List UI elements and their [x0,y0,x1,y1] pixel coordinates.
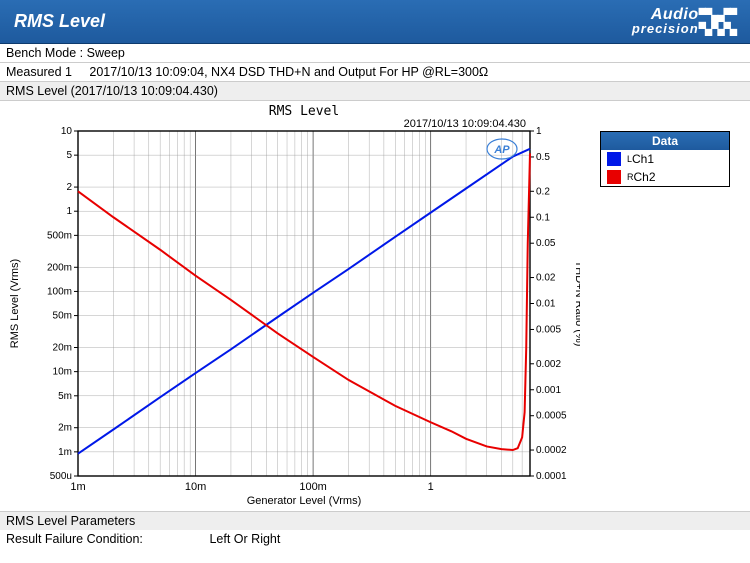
svg-text:5m: 5m [58,391,72,402]
svg-text:500u: 500u [50,471,72,482]
params-caption: RMS Level Parameters [0,511,750,530]
legend-item-ch2: R Ch2 [601,168,729,186]
failure-value: Left Or Right [209,532,280,546]
svg-text:RMS Level (Vrms): RMS Level (Vrms) [9,259,21,348]
svg-text:0.0001: 0.0001 [536,471,567,482]
header-bar: RMS Level Audio▀▀▄▄▀▀ precision▀▄▀▄▀▄ [0,0,750,44]
svg-text:1: 1 [536,126,542,137]
plot-area: 1m10m100m1500u1m2m5m10m20m50m100m200m500… [0,101,750,511]
svg-text:0.001: 0.001 [536,385,561,396]
measured-value: 2017/10/13 10:09:04, NX4 DSD THD+N and O… [89,65,488,79]
svg-text:10m: 10m [185,481,206,493]
svg-text:5: 5 [66,150,72,161]
legend-label-ch1: Ch1 [632,152,654,166]
svg-text:50m: 50m [53,311,72,322]
svg-text:2m: 2m [58,423,72,434]
svg-text:1: 1 [428,481,434,493]
page-title: RMS Level [14,11,105,32]
svg-text:2017/10/13 10:09:04.430: 2017/10/13 10:09:04.430 [404,118,526,130]
svg-text:1: 1 [66,206,72,217]
svg-text:THD+N Ratio (%): THD+N Ratio (%) [573,261,580,347]
legend-item-ch1: L Ch1 [601,150,729,168]
svg-text:0.02: 0.02 [536,273,556,284]
legend-swatch-ch2 [607,170,621,184]
chart-svg: 1m10m100m1500u1m2m5m10m20m50m100m200m500… [0,101,580,511]
svg-text:100m: 100m [299,481,327,493]
svg-text:0.005: 0.005 [536,325,561,336]
legend: Data L Ch1 R Ch2 [600,131,730,187]
measured-row: Measured 1 2017/10/13 10:09:04, NX4 DSD … [0,63,750,82]
bench-mode-row: Bench Mode : Sweep [0,44,750,63]
svg-text:1m: 1m [58,447,72,458]
svg-text:0.1: 0.1 [536,212,550,223]
svg-text:1m: 1m [70,481,85,493]
svg-text:0.5: 0.5 [536,152,550,163]
brand-logo: Audio▀▀▄▄▀▀ precision▀▄▀▄▀▄ [632,8,736,35]
svg-text:Generator Level (Vrms): Generator Level (Vrms) [247,495,362,507]
bench-mode-value: Sweep [87,46,125,60]
svg-text:0.01: 0.01 [536,299,556,310]
legend-swatch-ch1 [607,152,621,166]
failure-label: Result Failure Condition: [6,532,206,546]
bench-mode-label: Bench Mode : [6,46,83,60]
svg-text:100m: 100m [47,287,72,298]
svg-text:2: 2 [66,182,72,193]
svg-text:0.002: 0.002 [536,359,561,370]
svg-text:20m: 20m [53,343,72,354]
svg-text:AP: AP [493,144,510,156]
svg-text:RMS Level: RMS Level [269,104,339,119]
svg-text:0.05: 0.05 [536,238,556,249]
svg-text:0.0005: 0.0005 [536,411,567,422]
svg-text:500m: 500m [47,231,72,242]
svg-text:10m: 10m [53,367,72,378]
measured-label: Measured 1 [6,65,72,79]
legend-title: Data [601,132,729,150]
chart-caption: RMS Level (2017/10/13 10:09:04.430) [0,82,750,101]
svg-text:200m: 200m [47,262,72,273]
svg-text:10: 10 [61,126,73,137]
legend-label-ch2: Ch2 [634,170,656,184]
svg-text:0.0002: 0.0002 [536,445,567,456]
failure-row: Result Failure Condition: Left Or Right [0,530,750,548]
svg-text:0.2: 0.2 [536,186,550,197]
